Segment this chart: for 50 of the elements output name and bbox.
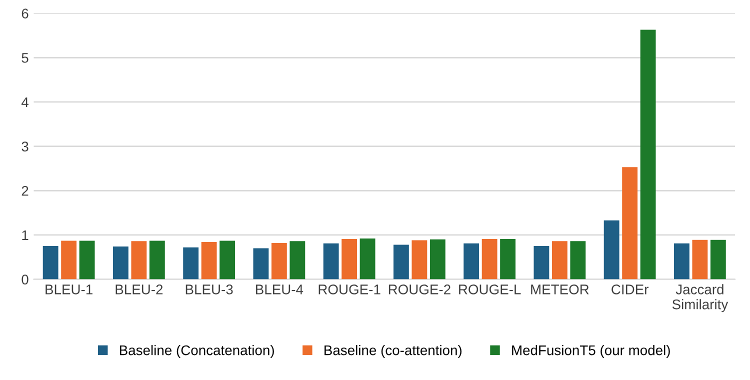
x-tick-label: BLEU-4 [256,284,304,294]
y-tick-label: 4 [21,97,28,107]
bar [640,30,656,280]
bar [692,240,708,280]
bar [482,238,498,280]
bar [393,244,409,280]
bar [430,239,446,280]
x-tick-label: METEOR [531,284,589,294]
bar [710,240,726,280]
bar [201,242,217,280]
bar [552,241,568,280]
bar [290,241,306,280]
y-tick-label: 1 [22,230,28,240]
x-tick-label: CIDEr [612,284,648,294]
bar [412,240,428,280]
bar [61,240,77,280]
y-tick-label: 0 [22,274,28,284]
bar [570,241,586,280]
bar [131,241,147,280]
legend-label: MedFusionT5 (our model) [512,345,670,358]
bar [253,248,269,280]
x-tick-label: ROUGE-L [459,284,521,294]
bar [112,246,128,280]
bar [220,240,236,280]
y-tick-label: 6 [22,8,28,18]
bar [674,243,690,280]
x-tick-label: BLEU-3 [186,284,233,294]
x-tick-label: ROUGE-2 [388,284,450,294]
bar [342,238,358,280]
bar [42,246,58,280]
y-tick-label: 3 [22,142,28,152]
bar [79,240,95,280]
x-tick-label: BLEU-2 [116,284,163,294]
bar [500,238,516,280]
bar [323,243,339,280]
bar [534,246,550,280]
legend-label: Baseline (co-attention) [324,345,462,358]
bar [464,243,480,280]
y-tick-label: 5 [22,53,28,63]
bar [604,220,620,280]
bar [149,240,165,280]
bar [622,167,638,280]
bar [271,242,287,280]
bar [360,238,376,280]
legend-label: Baseline (Concatenation) [120,345,274,358]
x-tick-label: BLEU-1 [46,284,92,294]
x-tick-label: Jaccard Similarity [672,284,728,312]
bar [183,247,199,280]
y-tick-label: 2 [22,186,28,196]
x-tick-label: ROUGE-1 [318,284,380,294]
